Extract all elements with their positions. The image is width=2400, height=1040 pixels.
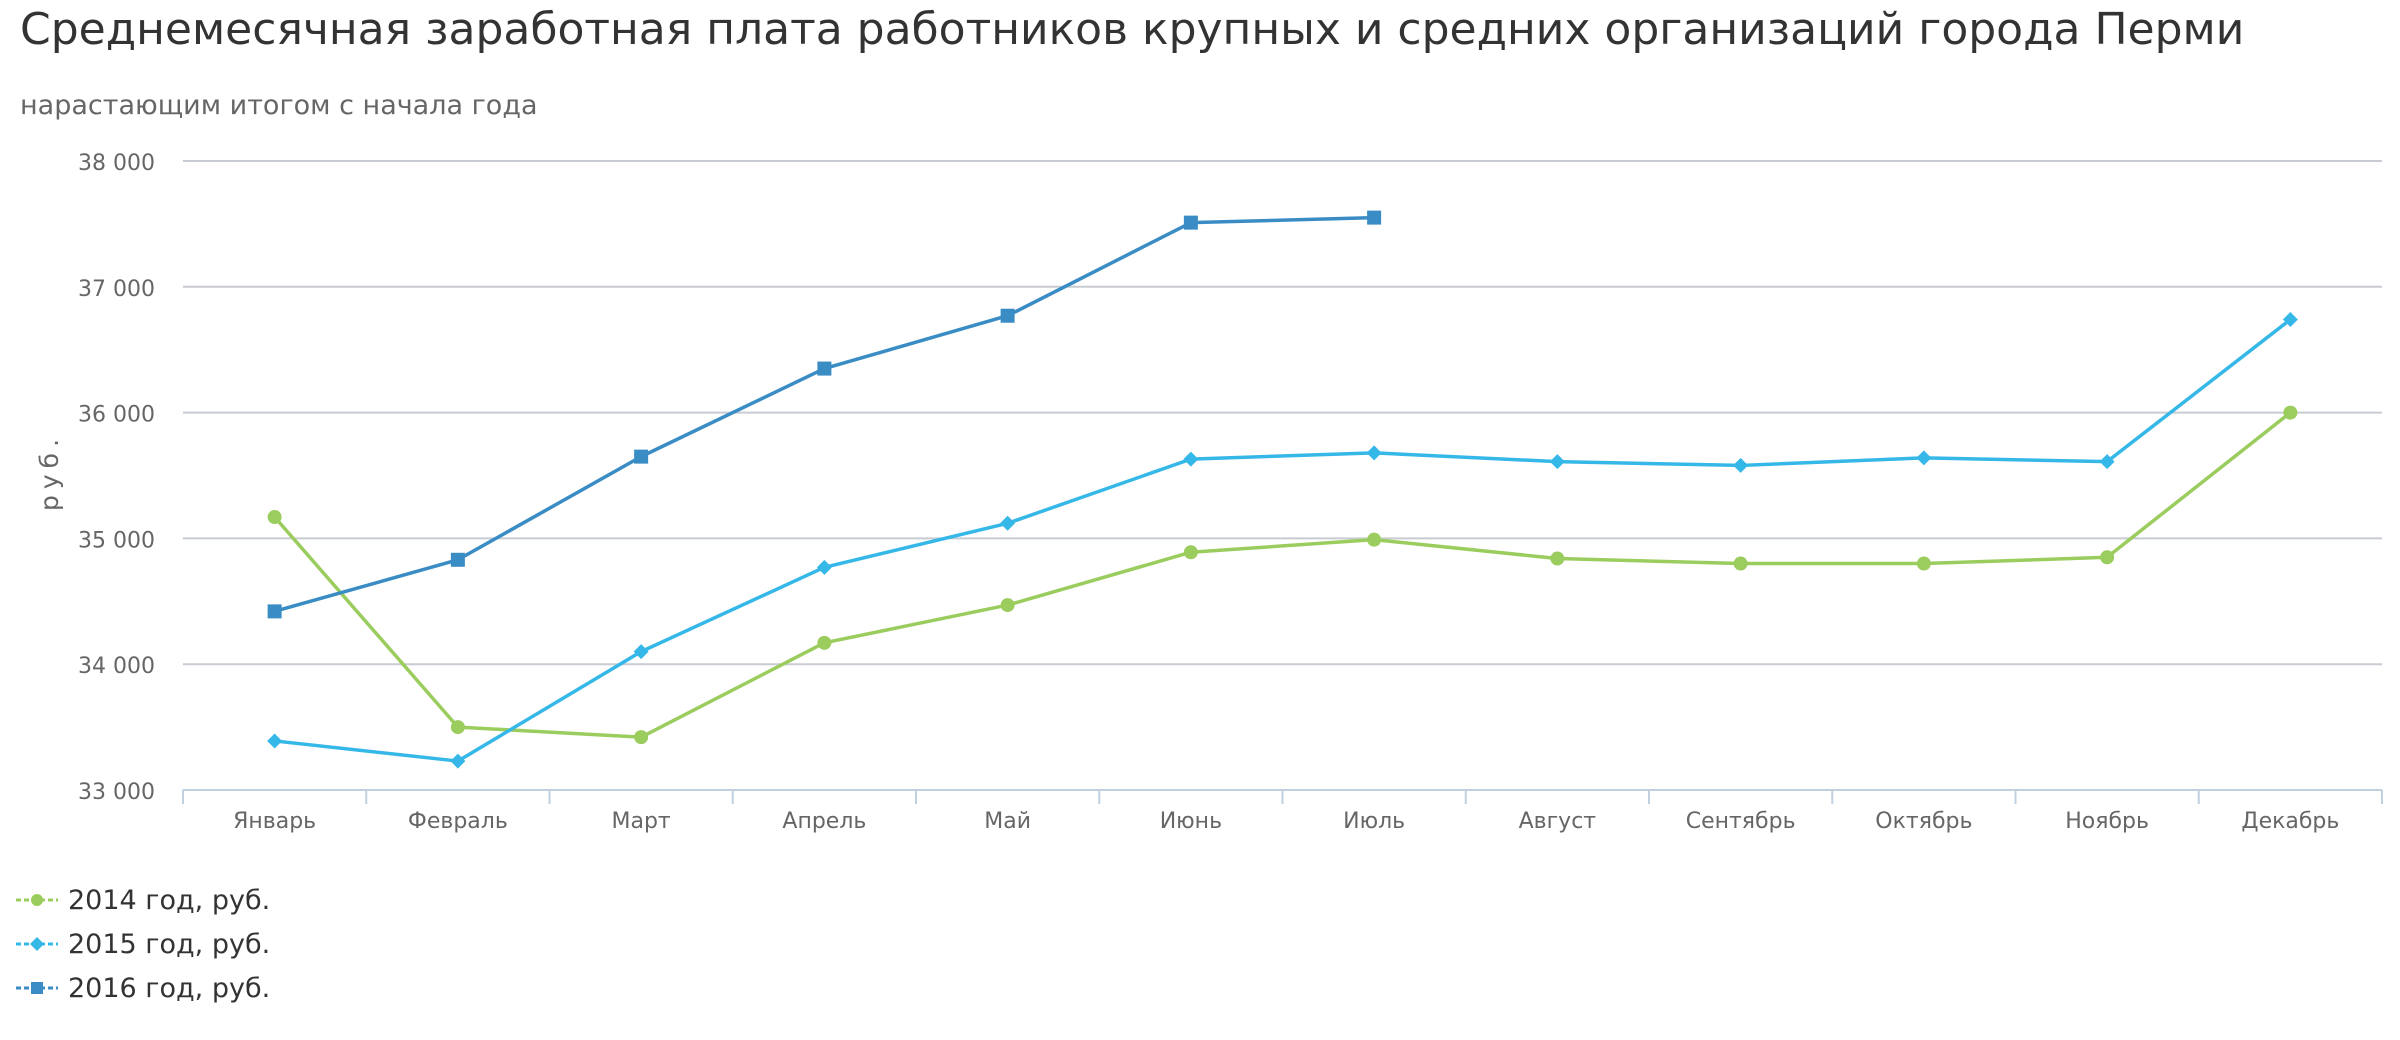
x-tick-label: Апрель (782, 809, 866, 834)
y-tick-label: 33 000 (78, 780, 155, 805)
series-1 (267, 405, 2298, 745)
data-point (267, 510, 282, 525)
legend-item[interactable]: 2016 год, руб. (16, 966, 270, 1010)
data-point (634, 449, 649, 464)
series-line (273, 411, 2292, 739)
x-axis: Январь Февраль Март Апрель Май Июнь Июль Август… (182, 789, 2383, 834)
data-point (2099, 454, 2115, 470)
x-tick-label: Март (612, 809, 671, 834)
data-point (1733, 556, 1748, 571)
legend-item[interactable]: 2014 год, руб. (16, 878, 270, 922)
data-point (817, 361, 832, 376)
legend-marker (31, 894, 43, 906)
data-point (817, 635, 832, 650)
data-point (2282, 312, 2298, 328)
data-point (2100, 550, 2115, 565)
x-tick-label: Октябрь (1875, 809, 1972, 834)
legend-marker (30, 937, 44, 951)
legend-symbol-icon (16, 937, 58, 951)
data-point (267, 733, 283, 749)
data-point (1366, 445, 1382, 461)
legend-label: 2016 год, руб. (68, 972, 271, 1004)
series-2 (267, 312, 2298, 769)
y-tick-label: 37 000 (78, 277, 155, 302)
y-tick-label: 35 000 (78, 528, 155, 553)
chart-subtitle: нарастающим итогом с начала года (20, 90, 538, 121)
legend-symbol-icon (16, 894, 58, 906)
legend-label: 2014 год, руб. (68, 884, 271, 916)
grid-lines (183, 160, 2382, 666)
legend-label: 2015 год, руб. (68, 928, 271, 960)
x-tick-label: Январь (233, 809, 316, 834)
data-point (1000, 515, 1016, 531)
data-point (1549, 454, 1565, 470)
data-point (633, 644, 649, 660)
data-point (816, 559, 832, 575)
line-chart: 33 000 34 000 35 000 36 000 37 000 38 000 Янв… (35, 151, 2383, 834)
data-point (450, 720, 465, 735)
data-point (1183, 545, 1198, 560)
series-lines (267, 210, 2298, 769)
legend-marker (31, 982, 43, 994)
data-point (450, 753, 466, 769)
x-tick-label: Декабрь (2241, 809, 2339, 834)
y-axis: 33 000 34 000 35 000 36 000 37 000 38 000 (78, 151, 155, 805)
data-point (267, 604, 282, 619)
data-point (1183, 451, 1199, 467)
data-point (1550, 551, 1565, 566)
y-tick-label: 38 000 (78, 151, 155, 176)
data-point (1000, 308, 1015, 323)
legend-item[interactable]: 2015 год, руб. (16, 922, 270, 966)
data-point (1183, 215, 1198, 230)
data-point (1733, 457, 1749, 473)
data-point (1367, 532, 1382, 547)
data-point (450, 552, 465, 567)
x-tick-label: Июль (1343, 809, 1405, 834)
legend-symbol-icon (16, 982, 58, 994)
x-tick-label: Май (984, 809, 1031, 834)
data-point (634, 730, 649, 745)
x-tick-label: Ноябрь (2065, 809, 2149, 834)
x-tick-label: Сентябрь (1686, 809, 1796, 834)
chart-legend: 2014 год, руб. 2015 год, руб. 2016 год, ру… (16, 878, 270, 1010)
data-point (1367, 210, 1382, 225)
y-axis-title: руб. (35, 433, 64, 511)
x-tick-label: Июнь (1160, 809, 1222, 834)
series-3 (267, 210, 1382, 619)
x-tick-label: Август (1519, 809, 1597, 834)
data-point (1000, 598, 1015, 613)
data-point (2283, 405, 2298, 420)
data-point (1916, 450, 1932, 466)
x-tick-label: Февраль (408, 809, 508, 834)
series-line (274, 318, 2292, 763)
y-tick-label: 36 000 (78, 403, 155, 428)
chart-title: Среднемесячная заработная плата работник… (20, 4, 2245, 55)
y-tick-label: 34 000 (78, 654, 155, 679)
data-point (1916, 556, 1931, 571)
